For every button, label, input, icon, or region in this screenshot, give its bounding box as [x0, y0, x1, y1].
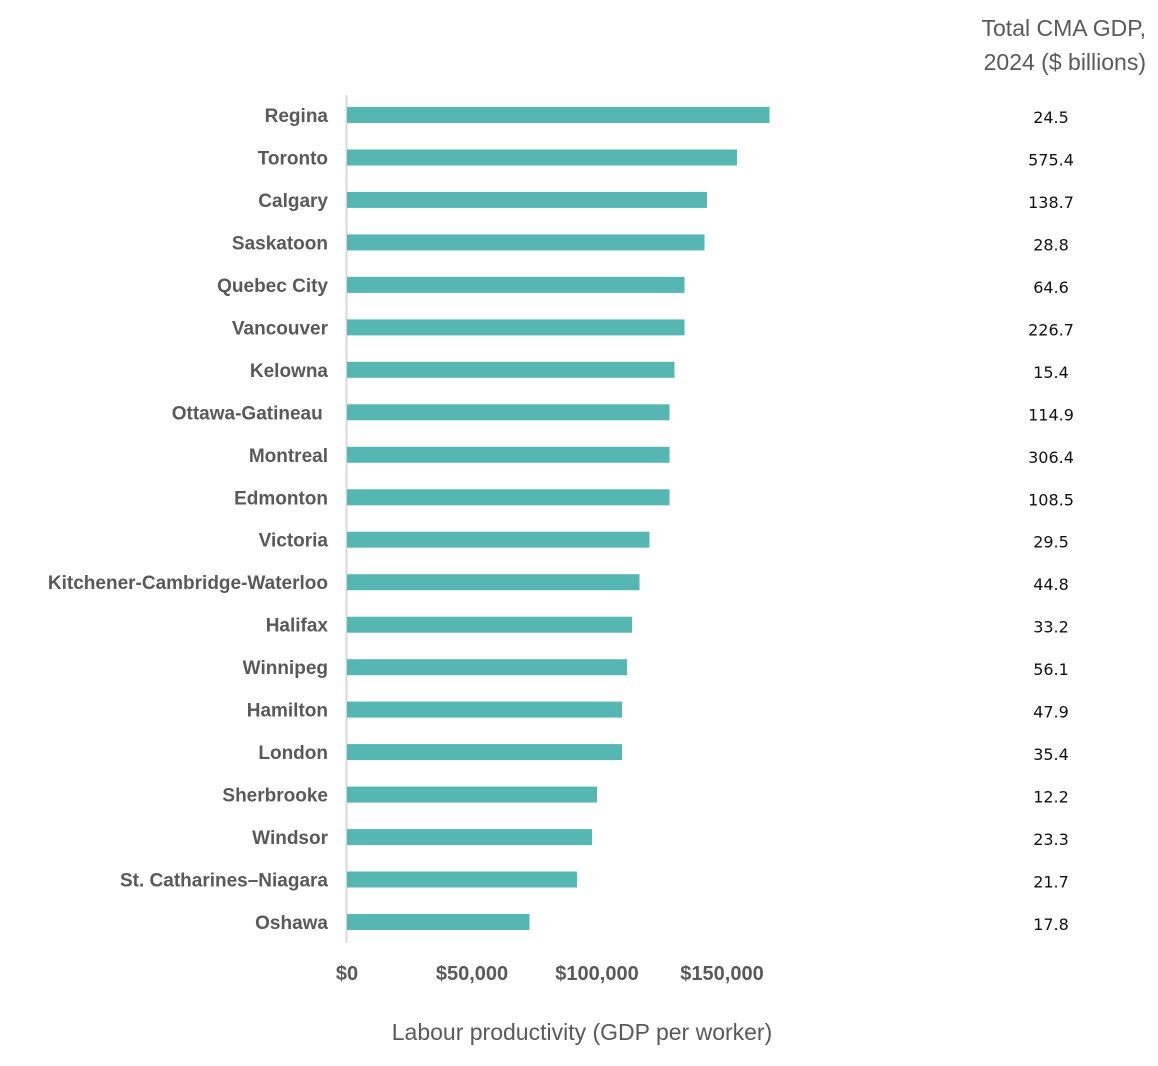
gdp-value-label: 24.5 — [1033, 108, 1069, 127]
bar-ottawa-gatineau — [347, 404, 670, 421]
bar-hamilton — [347, 701, 622, 718]
bar-st-catharines-niagara — [347, 871, 577, 888]
category-label: St. Catharines–Niagara — [120, 871, 328, 892]
gdp-value-label: 35.4 — [1033, 745, 1069, 764]
category-label: Sherbrooke — [222, 786, 328, 807]
bar-sherbrooke — [347, 786, 597, 803]
gdp-value-label: 575.4 — [1028, 151, 1074, 170]
bar-halifax — [347, 616, 632, 633]
gdp-value-label: 12.2 — [1033, 788, 1069, 807]
category-label: Regina — [265, 106, 329, 127]
category-label: Windsor — [252, 828, 328, 849]
bar-oshawa — [347, 914, 530, 930]
bar-windsor — [347, 829, 592, 846]
category-label: Montreal — [249, 446, 328, 467]
category-label: Kitchener-Cambridge-Waterloo — [48, 573, 328, 594]
category-label: Winnipeg — [243, 658, 328, 679]
gdp-value-label: 64.6 — [1033, 278, 1069, 297]
category-labels: Regina Toronto Calgary Saskatoon Quebec City… — [48, 106, 329, 934]
category-label: Vancouver — [232, 318, 329, 339]
gdp-value-label: 44.8 — [1033, 575, 1069, 594]
bar-kelowna — [347, 361, 675, 378]
gdp-value-label: 56.1 — [1033, 660, 1069, 679]
category-label: Hamilton — [247, 701, 328, 722]
gdp-value-label: 226.7 — [1028, 320, 1074, 339]
bar-edmonton — [347, 489, 670, 506]
bar-winnipeg — [347, 659, 627, 676]
bars-group — [347, 107, 770, 930]
gdp-value-label: 306.4 — [1028, 448, 1074, 467]
gdp-value-label: 138.7 — [1028, 193, 1074, 212]
side-column-title: Total CMA GDP, 2024 ($ billions) — [982, 15, 1146, 75]
category-label: London — [258, 743, 328, 764]
category-label: Toronto — [258, 149, 328, 170]
bar-saskatoon — [347, 234, 705, 251]
gdp-value-label: 114.9 — [1028, 405, 1074, 424]
x-tick-label: $150,000 — [680, 963, 763, 985]
gdp-value-label: 29.5 — [1033, 533, 1069, 552]
gdp-value-label: 21.7 — [1033, 873, 1069, 892]
bar-calgary — [347, 191, 707, 208]
gdp-value-label: 17.8 — [1033, 915, 1069, 934]
bar-vancouver — [347, 319, 685, 336]
category-label: Oshawa — [255, 913, 328, 934]
bar-victoria — [347, 531, 650, 548]
gdp-value-label: 108.5 — [1028, 490, 1074, 509]
side-column-title-line2: 2024 ($ billions) — [984, 49, 1146, 75]
bar-london — [347, 744, 622, 761]
gdp-value-label: 33.2 — [1033, 618, 1069, 637]
x-axis-tick-labels: $0 $50,000 $100,000 $150,000 — [336, 963, 764, 985]
category-label: Quebec City — [217, 276, 328, 297]
bar-toronto — [347, 149, 737, 166]
gdp-value-label: 47.9 — [1033, 703, 1069, 722]
x-tick-label: $100,000 — [555, 963, 638, 985]
bar-regina — [347, 107, 770, 123]
category-label: Victoria — [259, 531, 329, 552]
gdp-value-label: 15.4 — [1033, 363, 1069, 382]
gdp-value-label: 28.8 — [1033, 235, 1069, 254]
gdp-value-label: 23.3 — [1033, 830, 1069, 849]
category-label: Calgary — [258, 191, 328, 212]
gdp-value-labels: 24.5 575.4 138.7 28.8 64.6 226.7 15.4 114.9 306.… — [1028, 108, 1074, 934]
category-label: Ottawa-Gatineau — [172, 403, 328, 424]
category-label: Edmonton — [234, 488, 328, 509]
x-axis-title: Labour productivity (GDP per worker) — [392, 1019, 773, 1045]
bar-quebec-city — [347, 276, 685, 293]
x-tick-label: $50,000 — [436, 963, 508, 985]
bar-montreal — [347, 446, 670, 463]
side-column-title-line1: Total CMA GDP, — [982, 15, 1146, 41]
bar-kitchener-cambridge-waterloo — [347, 574, 640, 591]
category-label: Saskatoon — [232, 233, 328, 254]
category-label: Kelowna — [250, 361, 329, 382]
x-tick-label: $0 — [336, 963, 358, 985]
category-label: Halifax — [266, 616, 329, 637]
